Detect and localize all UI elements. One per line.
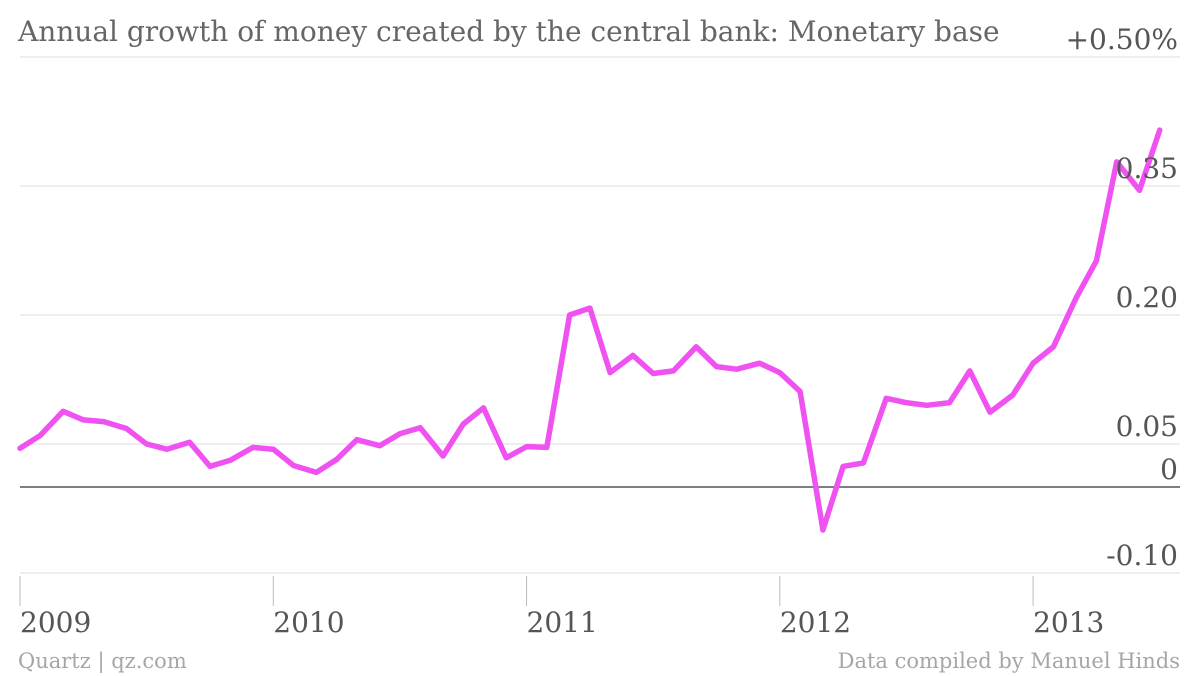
series-layer xyxy=(17,127,1163,533)
series-line xyxy=(17,127,1163,533)
x-axis-labels: 2009 2010 2011 2012 2013 xyxy=(20,606,1104,639)
x-tick-label: 2012 xyxy=(780,606,851,639)
gridlines xyxy=(20,56,1180,574)
x-tick-label: 2013 xyxy=(1033,606,1104,639)
source-credit: Quartz | qz.com xyxy=(18,649,187,674)
y-tick-label: 0.20 xyxy=(1116,281,1178,314)
y-axis-labels: -0.10 0 0.05 0.20 0.35 +0.50% xyxy=(1066,23,1178,572)
y-tick-label: -0.10 xyxy=(1106,539,1178,572)
x-tick-label: 2010 xyxy=(273,606,344,639)
y-tick-label: +0.50% xyxy=(1066,23,1178,56)
x-tick-label: 2009 xyxy=(20,606,91,639)
y-tick-label: 0.05 xyxy=(1116,410,1178,443)
y-tick-label: 0.35 xyxy=(1116,152,1178,185)
y-tick-label: 0 xyxy=(1160,453,1178,486)
chart-title: Annual growth of money created by the ce… xyxy=(17,15,1000,48)
data-credit: Data compiled by Manuel Hinds xyxy=(838,649,1180,673)
x-axis xyxy=(19,576,1034,606)
x-tick-label: 2011 xyxy=(527,606,598,639)
